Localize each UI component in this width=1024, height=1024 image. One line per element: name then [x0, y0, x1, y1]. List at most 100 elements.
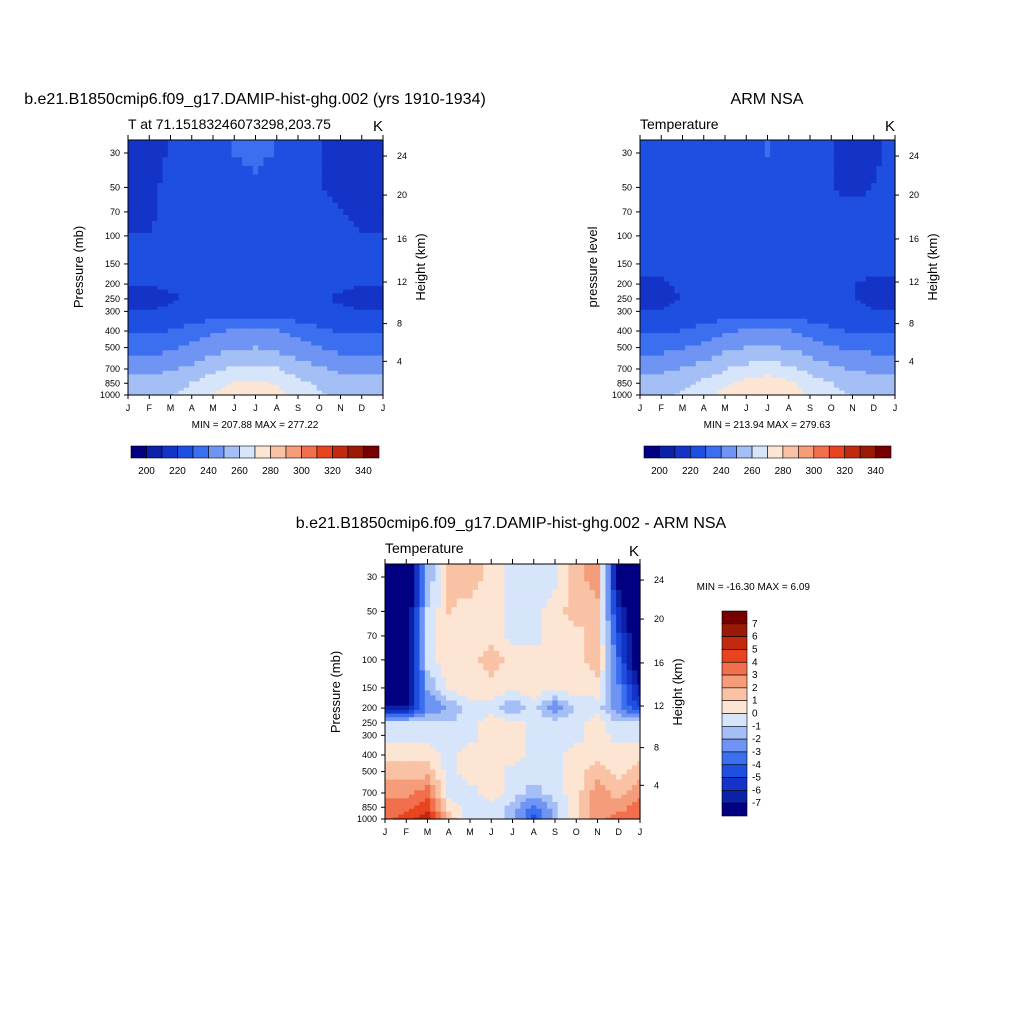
- contour-cell: [359, 300, 365, 305]
- contour-cell: [690, 306, 697, 311]
- contour-cell: [807, 377, 814, 383]
- contour-cell: [311, 387, 318, 392]
- contour-cell: [642, 271, 649, 278]
- contour-cell: [141, 318, 148, 325]
- contour-cell: [173, 293, 180, 298]
- contour-cell: [311, 281, 318, 287]
- contour-cell: [295, 370, 302, 375]
- contour-cell: [353, 337, 360, 342]
- contour-cell: [252, 333, 259, 338]
- contour-cell: [263, 214, 270, 222]
- contour-cell: [871, 350, 877, 357]
- contour-cell: [183, 202, 190, 210]
- contour-cell: [135, 285, 142, 291]
- contour-cell: [162, 303, 169, 308]
- contour-cell: [881, 313, 888, 320]
- contour-cell: [711, 355, 718, 362]
- contour-cell: [849, 196, 856, 204]
- contour-cell: [236, 350, 243, 357]
- contour-cell: [364, 232, 371, 240]
- contour-cell: [658, 374, 665, 379]
- contour-cell: [194, 226, 201, 234]
- contour-cell: [839, 246, 846, 255]
- contour-cell: [780, 345, 787, 351]
- contour-cell: [695, 165, 702, 176]
- contour-cell: [380, 276, 384, 283]
- contour-cell: [290, 355, 296, 362]
- contour-cell: [887, 300, 893, 305]
- contour-cell: [231, 276, 238, 283]
- contour-cell: [711, 306, 718, 311]
- contour-cell: [263, 220, 270, 228]
- contour-cell: [759, 208, 766, 216]
- contour-cell: [353, 387, 360, 392]
- contour-cell: [263, 366, 270, 372]
- contour-cell: [279, 374, 286, 379]
- contour-cell: [321, 276, 328, 283]
- contour-cell: [690, 377, 697, 383]
- contour-cell: [231, 174, 238, 184]
- contour-cell: [748, 202, 755, 210]
- contour-cell: [844, 390, 851, 395]
- contour-cell: [205, 303, 211, 308]
- contour-cell: [732, 165, 739, 176]
- contour-cell: [823, 313, 830, 320]
- contour-cell: [189, 266, 195, 273]
- contour-cell: [690, 232, 697, 240]
- contour-cell: [284, 318, 291, 325]
- contour-cell: [327, 202, 334, 210]
- contour-cell: [231, 190, 238, 198]
- contour-cell: [189, 281, 195, 287]
- contour-cell: [706, 337, 713, 342]
- contour-cell: [146, 232, 153, 240]
- contour-cell: [876, 260, 883, 268]
- contour-cell: [375, 202, 381, 210]
- contour-cell: [786, 309, 792, 315]
- contour-cell: [759, 306, 766, 311]
- contour-cell: [669, 328, 676, 334]
- contour-cell: [226, 350, 233, 357]
- contour-cell: [353, 300, 360, 305]
- contour-cell: [327, 293, 334, 298]
- contour-cell: [199, 370, 206, 375]
- contour-cell: [205, 350, 211, 357]
- contour-cell: [717, 281, 723, 287]
- contour-cell: [167, 337, 174, 342]
- contour-cell: [130, 341, 137, 347]
- contour-cell: [300, 309, 307, 315]
- contour-cell: [871, 246, 877, 255]
- contour-cell: [199, 183, 206, 192]
- contour-cell: [717, 370, 723, 375]
- contour-cell: [653, 384, 660, 389]
- contour-cell: [717, 289, 723, 294]
- contour-cell: [290, 289, 296, 294]
- contour-cell: [743, 390, 750, 395]
- contour-cell: [679, 345, 686, 351]
- contour-cell: [220, 289, 227, 294]
- contour-cell: [653, 140, 660, 158]
- contour-cell: [791, 246, 798, 255]
- contour-cell: [802, 165, 808, 176]
- contour-cell: [711, 232, 718, 240]
- contour-cell: [717, 306, 723, 311]
- contour-cell: [220, 276, 227, 283]
- contour-cell: [817, 300, 824, 305]
- contour-cell: [146, 355, 153, 362]
- contour-cell: [674, 328, 681, 334]
- contour-cell: [849, 381, 856, 386]
- contour-cell: [701, 220, 707, 228]
- contour-cell: [780, 183, 787, 192]
- contour-cell: [130, 345, 137, 351]
- contour-cell: [743, 276, 750, 283]
- contour-cell: [653, 202, 660, 210]
- contour-cell: [663, 350, 670, 357]
- contour-cell: [860, 246, 867, 255]
- contour-cell: [685, 157, 692, 167]
- contour-cell: [876, 309, 883, 315]
- contour-cell: [892, 174, 896, 184]
- contour-cell: [823, 387, 830, 392]
- contour-cell: [226, 271, 233, 278]
- contour-cell: [833, 260, 840, 268]
- contour-cell: [722, 140, 729, 158]
- contour-cell: [876, 297, 883, 302]
